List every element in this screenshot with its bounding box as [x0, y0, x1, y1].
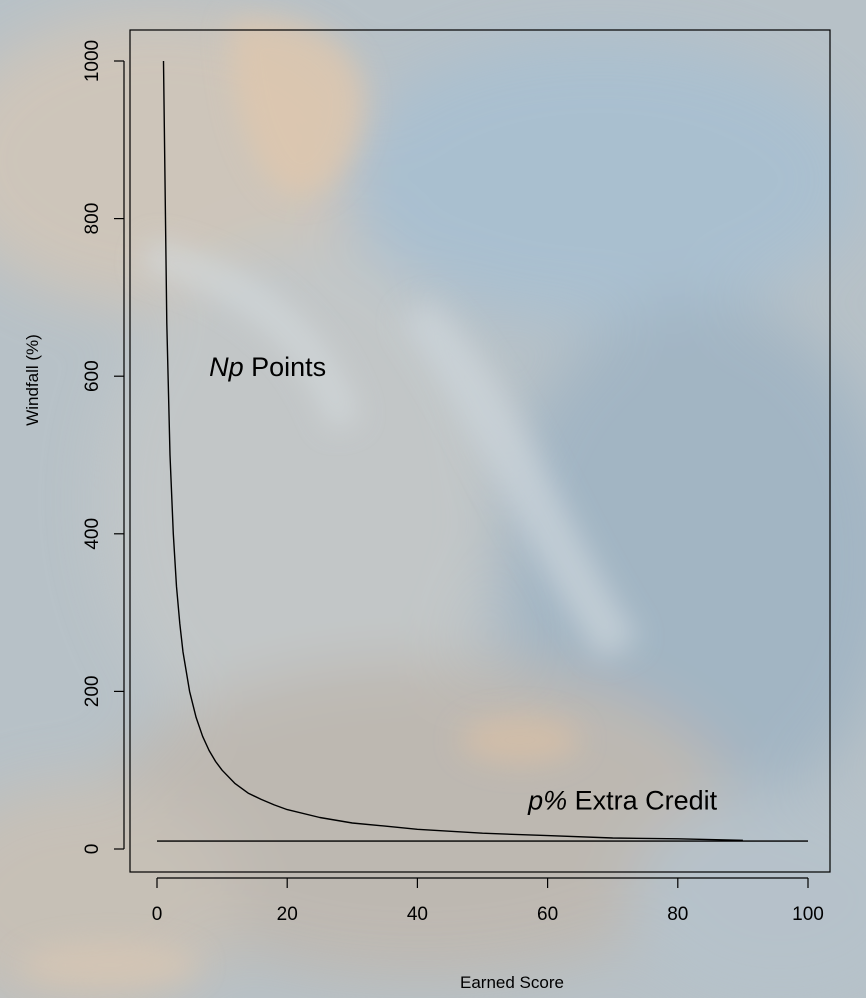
x-tick-label: 80	[667, 904, 688, 925]
annotation-layer: Np Points p% Extra Credit	[209, 352, 718, 815]
plot-frame	[129, 29, 831, 873]
np-points-curve	[162, 60, 743, 841]
x-tick-label: 60	[537, 904, 558, 925]
x-axis: 0 20 40 60 80 100	[152, 877, 824, 925]
annotation-italic: Np	[209, 352, 244, 382]
y-axis-title: Windfall (%)	[23, 334, 42, 426]
y-tick-label: 800	[82, 203, 103, 235]
x-axis-title: Earned Score	[460, 973, 564, 992]
annotation-np: Np Points	[209, 352, 326, 382]
x-tick-label: 0	[152, 904, 163, 925]
x-tick-label: 20	[277, 904, 298, 925]
y-tick-label: 200	[82, 676, 103, 708]
annotation-italic: p%	[527, 786, 567, 816]
series-layer	[157, 60, 808, 842]
y-axis: 0 200 400 600 800 1000	[82, 40, 125, 855]
x-tick-label: 100	[792, 904, 824, 925]
y-tick-label: 400	[82, 518, 103, 550]
annotation-text: Points	[244, 352, 327, 382]
y-tick-label: 600	[82, 360, 103, 392]
x-tick-label: 40	[407, 904, 428, 925]
annotation-text: Extra Credit	[567, 786, 718, 816]
y-tick-label: 1000	[82, 40, 103, 82]
annotation-pct: p% Extra Credit	[527, 786, 718, 816]
y-tick-label: 0	[82, 844, 103, 855]
